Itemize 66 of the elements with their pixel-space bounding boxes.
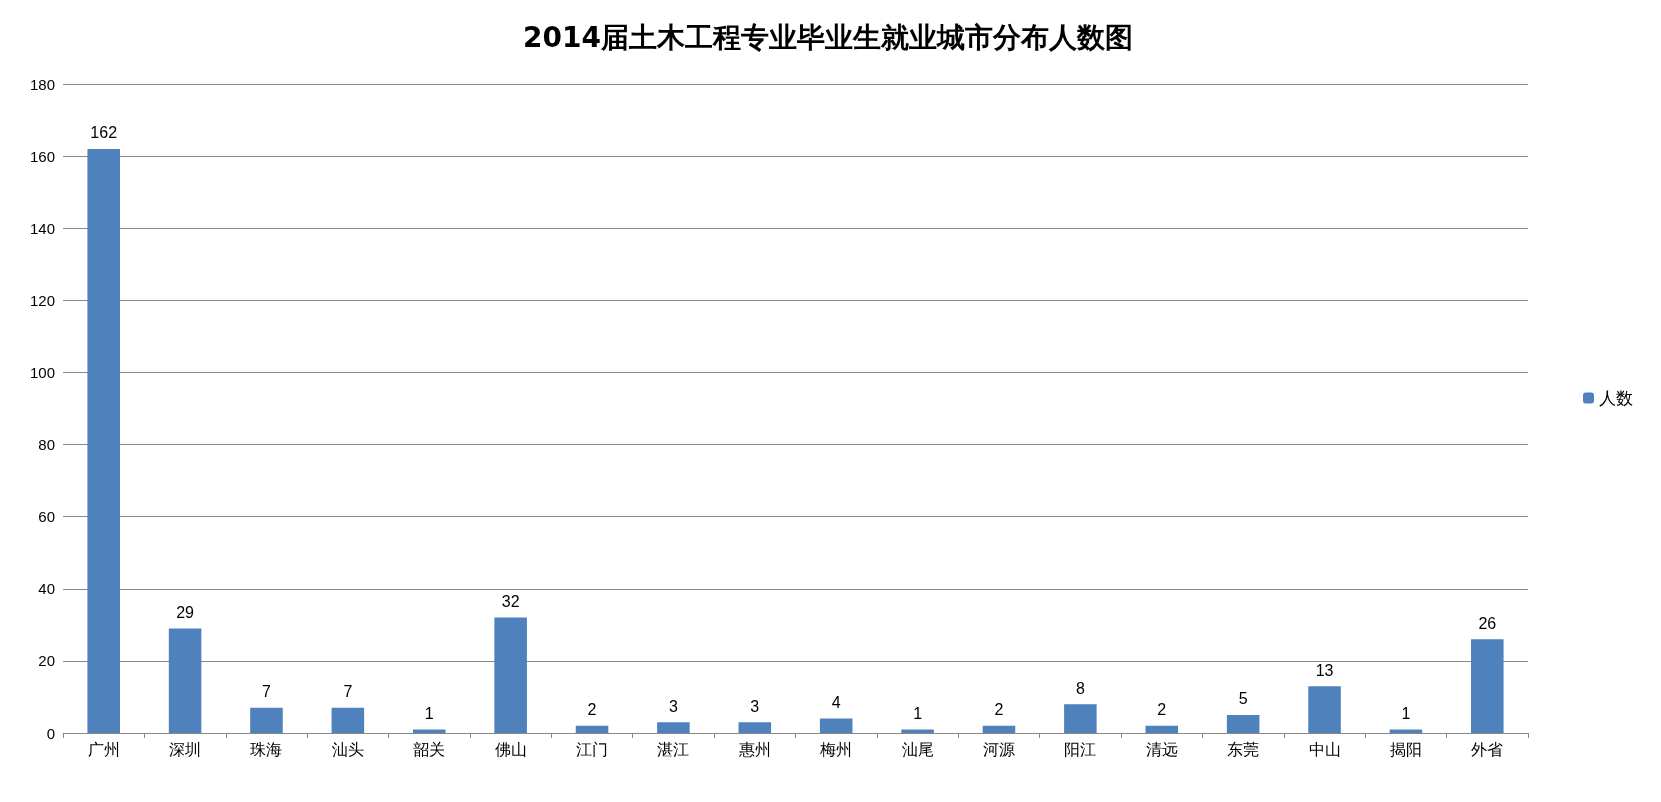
- x-tick-label: 阳江: [1064, 739, 1097, 759]
- y-tick-label: 80: [38, 436, 55, 454]
- bar: [1308, 686, 1341, 733]
- chart-title: 2014届土木工程专业毕业生就业城市分布人数图: [523, 20, 1133, 54]
- y-tick-label: 160: [29, 147, 55, 165]
- data-label: 13: [1315, 661, 1334, 679]
- x-tick-label: 外省: [1471, 739, 1504, 759]
- data-label: 29: [176, 603, 195, 621]
- bar: [1389, 729, 1423, 733]
- data-label: 1: [1401, 704, 1411, 722]
- bar: [1471, 639, 1504, 733]
- bar: [250, 707, 283, 733]
- data-label: 8: [1075, 679, 1085, 697]
- x-tick-label: 河源: [982, 739, 1015, 759]
- bar: [901, 729, 934, 733]
- bar: [819, 718, 853, 733]
- y-tick-label: 140: [29, 219, 55, 237]
- bar: [575, 725, 609, 733]
- bar: [982, 725, 1016, 733]
- x-tick-label: 江门: [576, 739, 609, 759]
- y-tick-label: 0: [46, 724, 55, 742]
- data-label: 4: [831, 694, 841, 712]
- x-tick-label: 梅州: [819, 739, 853, 759]
- bar: [1064, 704, 1097, 733]
- y-tick-label: 120: [29, 291, 55, 309]
- x-tick-label: 湛江: [657, 739, 690, 759]
- data-label: 2: [587, 701, 597, 719]
- data-label: 1: [424, 704, 434, 722]
- x-tick-label: 惠州: [737, 739, 771, 759]
- x-tick-label: 中山: [1308, 739, 1341, 759]
- y-tick-label: 180: [29, 75, 55, 93]
- bar: [168, 628, 202, 733]
- bar: [412, 729, 446, 733]
- y-tick-label: 20: [38, 652, 55, 670]
- x-tick-label: 佛山: [494, 739, 527, 759]
- y-tick-label: 60: [38, 508, 55, 526]
- bar: [657, 722, 690, 733]
- y-tick-label: 100: [29, 363, 55, 381]
- bar: [87, 148, 120, 733]
- x-tick-label: 深圳: [169, 739, 202, 759]
- data-label: 1: [913, 704, 923, 722]
- data-label: 7: [262, 683, 272, 701]
- bar: [738, 722, 772, 733]
- x-tick-label: 汕头: [331, 739, 364, 759]
- data-label: 32: [501, 593, 520, 611]
- data-label: 162: [90, 124, 118, 142]
- x-tick-label: 珠海: [250, 739, 283, 759]
- data-label: 7: [343, 683, 353, 701]
- y-tick-label: 40: [38, 580, 55, 598]
- bar: [331, 707, 365, 733]
- x-tick-label: 广州: [87, 739, 120, 759]
- x-tick-label: 韶关: [413, 739, 446, 759]
- data-label: 5: [1238, 690, 1248, 708]
- x-tick-label: 汕尾: [901, 739, 934, 759]
- x-tick-label: 东莞: [1227, 739, 1260, 759]
- data-label: 2: [994, 701, 1004, 719]
- data-label: 3: [750, 697, 760, 715]
- data-label: 3: [668, 697, 678, 715]
- x-tick-label: 清远: [1145, 739, 1178, 759]
- bar: [494, 617, 527, 733]
- legend-label: 人数: [1599, 388, 1633, 408]
- bar: [1145, 725, 1179, 733]
- data-label: 2: [1157, 701, 1167, 719]
- x-tick-label: 揭阳: [1389, 739, 1422, 759]
- data-label: 26: [1478, 614, 1497, 632]
- bar: [1226, 714, 1260, 733]
